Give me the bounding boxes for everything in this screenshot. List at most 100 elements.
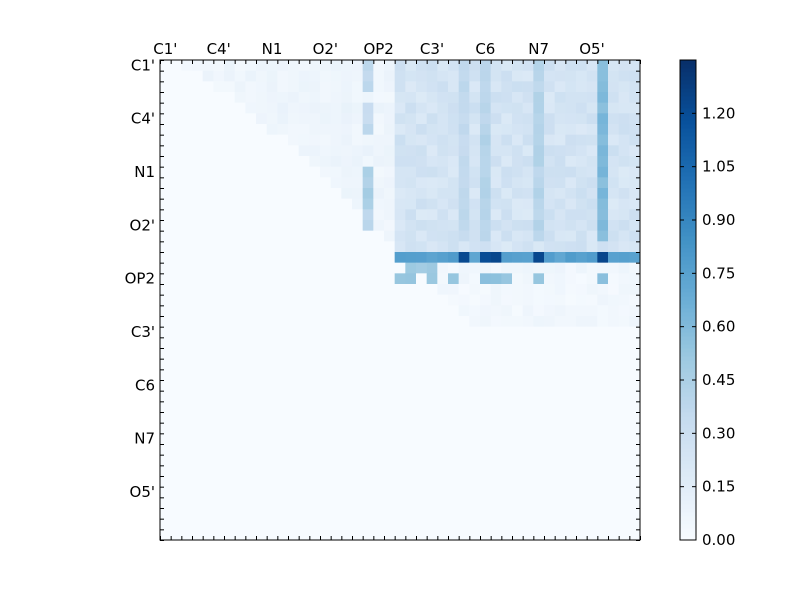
heatmap-cell bbox=[576, 390, 587, 402]
heatmap-cell bbox=[256, 134, 267, 146]
heatmap-cell bbox=[362, 102, 374, 114]
colorbar-segment bbox=[680, 100, 696, 105]
heatmap-cell bbox=[469, 508, 481, 519]
heatmap-cell bbox=[586, 124, 598, 135]
heatmap-cell bbox=[160, 401, 171, 413]
heatmap-cell bbox=[490, 166, 502, 178]
heatmap-cell bbox=[480, 358, 491, 370]
heatmap-cell bbox=[448, 294, 459, 306]
colorbar-segment bbox=[680, 408, 696, 413]
heatmap-cell bbox=[234, 241, 246, 253]
colorbar-segment bbox=[680, 212, 696, 217]
heatmap-cell bbox=[586, 380, 598, 391]
heatmap-cell bbox=[277, 198, 289, 210]
heatmap-cell bbox=[277, 465, 289, 477]
heatmap-cell bbox=[554, 70, 566, 82]
heatmap-cell bbox=[480, 220, 491, 231]
colorbar-segment bbox=[680, 392, 696, 397]
heatmap-cell bbox=[181, 220, 193, 231]
heatmap-cell bbox=[352, 444, 363, 455]
heatmap-cell bbox=[202, 273, 214, 285]
heatmap-cell bbox=[320, 230, 331, 242]
heatmap-cell bbox=[288, 102, 299, 114]
heatmap-cell bbox=[352, 380, 363, 391]
heatmap-cell bbox=[256, 486, 267, 498]
heatmap-cell bbox=[458, 316, 470, 327]
heatmap-cell bbox=[458, 188, 470, 199]
heatmap-cell bbox=[320, 262, 331, 274]
heatmap-cell bbox=[533, 198, 545, 210]
colorbar-segment bbox=[680, 164, 696, 169]
heatmap-cell bbox=[448, 454, 459, 466]
heatmap-cell bbox=[170, 252, 182, 263]
heatmap-cell bbox=[618, 92, 630, 103]
heatmap-cell bbox=[608, 198, 619, 210]
heatmap-cell bbox=[576, 60, 587, 71]
heatmap-cell bbox=[330, 220, 342, 231]
heatmap-cell bbox=[512, 529, 523, 541]
heatmap-cell bbox=[266, 156, 278, 167]
heatmap-cell bbox=[309, 166, 321, 178]
heatmap-cell bbox=[629, 60, 641, 71]
heatmap-cell bbox=[565, 465, 577, 477]
heatmap-cell bbox=[266, 401, 278, 413]
heatmap-cell bbox=[437, 390, 449, 402]
heatmap-cell bbox=[213, 326, 225, 338]
heatmap-cell bbox=[181, 113, 193, 125]
heatmap-cell bbox=[266, 230, 278, 242]
heatmap-cell bbox=[501, 262, 513, 274]
heatmap-cell bbox=[245, 294, 257, 306]
heatmap-cell bbox=[405, 369, 417, 381]
heatmap-cell bbox=[320, 294, 331, 306]
heatmap-cell bbox=[362, 177, 374, 189]
heatmap-cell bbox=[618, 273, 630, 285]
heatmap-cell bbox=[629, 273, 641, 285]
heatmap-cell bbox=[245, 241, 257, 253]
heatmap-cell bbox=[181, 92, 193, 103]
colorbar-segment bbox=[680, 496, 696, 501]
heatmap-cell bbox=[554, 177, 566, 189]
heatmap-cell bbox=[341, 134, 353, 146]
heatmap-cell bbox=[608, 262, 619, 274]
heatmap-cell bbox=[533, 380, 545, 391]
heatmap-cell bbox=[352, 454, 363, 466]
heatmap-cell bbox=[266, 294, 278, 306]
heatmap-cell bbox=[448, 305, 459, 317]
heatmap-cell bbox=[320, 476, 331, 487]
colorbar-segment bbox=[680, 92, 696, 97]
heatmap-cell bbox=[298, 252, 310, 263]
heatmap-cell bbox=[352, 156, 363, 167]
heatmap-cell bbox=[373, 124, 385, 135]
heatmap-cell bbox=[480, 113, 491, 125]
heatmap-cell bbox=[181, 124, 193, 135]
heatmap-cell bbox=[608, 81, 619, 93]
heatmap-cell bbox=[362, 230, 374, 242]
heatmap-cell bbox=[437, 433, 449, 445]
heatmap-cell bbox=[608, 124, 619, 135]
heatmap-cell bbox=[362, 134, 374, 146]
heatmap-cell bbox=[437, 422, 449, 434]
heatmap-cell bbox=[362, 305, 374, 317]
heatmap-cell bbox=[330, 284, 342, 295]
heatmap-cell bbox=[608, 412, 619, 423]
heatmap-cell bbox=[298, 465, 310, 477]
heatmap-cell bbox=[320, 284, 331, 295]
heatmap-cell bbox=[394, 358, 406, 370]
colorbar-segment bbox=[680, 468, 696, 473]
heatmap-cell bbox=[394, 70, 406, 82]
heatmap-cell bbox=[341, 156, 353, 167]
heatmap-cell bbox=[224, 177, 235, 189]
heatmap-cell bbox=[384, 401, 395, 413]
heatmap-cell bbox=[565, 518, 577, 530]
colorbar-segment bbox=[680, 288, 696, 293]
heatmap-cell bbox=[213, 529, 225, 541]
heatmap-cell bbox=[618, 305, 630, 317]
heatmap-cell bbox=[384, 124, 395, 135]
heatmap-cell bbox=[512, 444, 523, 455]
heatmap-cell bbox=[586, 177, 598, 189]
heatmap-cell bbox=[245, 262, 257, 274]
heatmap-cell bbox=[405, 177, 417, 189]
heatmap-cell bbox=[565, 60, 577, 71]
heatmap-cell bbox=[458, 518, 470, 530]
heatmap-cell bbox=[426, 145, 438, 157]
